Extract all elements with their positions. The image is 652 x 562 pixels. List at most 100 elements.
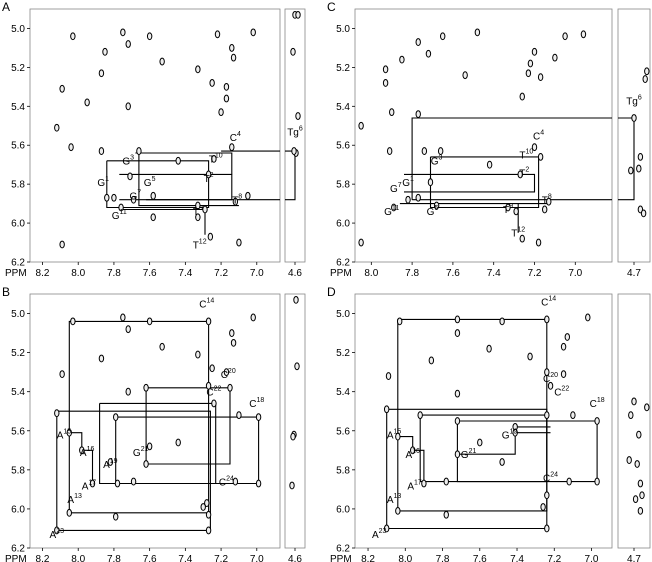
label-base: C [221, 370, 228, 381]
peak-label: T12 [193, 238, 207, 251]
label-sup: 24 [550, 471, 558, 478]
label-base: G [427, 207, 435, 218]
walk-line [106, 160, 210, 209]
label-sup: 16 [87, 446, 95, 453]
label-sup: 18 [257, 397, 265, 404]
x-tick-label: 8.0 [71, 268, 85, 279]
y-tick-label: 6.0 [11, 219, 25, 230]
peak [295, 112, 301, 120]
peak [175, 438, 181, 447]
peak [289, 481, 295, 490]
label-sup: 10 [215, 153, 223, 160]
peak [570, 411, 576, 420]
x-tick-label: 4.7 [627, 268, 641, 279]
y-tick-label: 5.4 [336, 387, 350, 398]
peak [205, 510, 212, 519]
y-tick-label: 5.6 [11, 141, 25, 152]
label-base: G [461, 450, 469, 461]
walk-line [618, 117, 635, 201]
peak-label: C24 [219, 475, 234, 488]
peak [200, 503, 206, 511]
peak [223, 82, 230, 91]
plot-frame [29, 8, 281, 263]
peak [143, 460, 149, 468]
peak [560, 342, 567, 351]
label-sup: 24 [226, 475, 234, 482]
peak [454, 315, 461, 324]
label-sup: 11 [392, 205, 399, 212]
label-sup: 1 [105, 176, 109, 183]
peak [104, 193, 110, 202]
peak [68, 143, 74, 152]
label-base: C [554, 388, 561, 399]
label-sup: 12 [199, 238, 207, 245]
peak-label: C24 [543, 471, 558, 484]
peak [544, 411, 550, 420]
peak-label: T2 [204, 172, 214, 185]
peak [54, 526, 60, 535]
peak [125, 387, 131, 396]
peak [255, 479, 262, 488]
label-base: A [82, 481, 89, 492]
peak [102, 47, 108, 56]
label-base: T [209, 155, 215, 166]
label-base: A [80, 448, 87, 459]
label-base: G [133, 448, 141, 459]
x-tick-label: 7.4 [487, 268, 501, 279]
x-tick-label: 4.6 [288, 554, 302, 562]
x-tick-label: 7.6 [473, 554, 487, 562]
peak [159, 342, 165, 351]
peak [454, 389, 461, 398]
peak-label: C20 [543, 372, 558, 385]
peak [113, 413, 119, 421]
label-sup: 19 [110, 458, 118, 465]
walk-line [404, 173, 536, 193]
peak [130, 477, 137, 486]
x-tick-label: 7.0 [250, 554, 264, 562]
plot-frame [617, 293, 651, 549]
peak [437, 147, 444, 155]
peak [230, 53, 237, 62]
peak [564, 333, 571, 341]
peak [386, 147, 393, 155]
label-sup: 17 [88, 479, 96, 486]
label-base: A [67, 495, 74, 506]
peak [415, 193, 421, 202]
x-axis-label: PPM [330, 268, 352, 279]
x-tick-label: 7.6 [143, 554, 157, 562]
peak-label: G19 [502, 428, 518, 441]
label-sup: 5 [152, 176, 156, 183]
peak [632, 495, 639, 504]
peak [594, 477, 600, 486]
peak [640, 209, 647, 218]
peak-label: C4 [533, 129, 544, 142]
peak [245, 191, 251, 200]
peak [79, 446, 85, 455]
label-base: T [519, 168, 525, 179]
label-base: C [543, 473, 550, 484]
label-sup: 23 [56, 528, 64, 535]
label-base: G [97, 178, 105, 189]
peak [474, 28, 481, 37]
y-tick-label: 6.0 [336, 219, 350, 230]
peak-label: G1 [97, 176, 109, 189]
peak [417, 411, 423, 420]
panel-letter: D [327, 285, 336, 299]
peak [562, 32, 568, 41]
peak-label: G21 [133, 446, 149, 459]
peak [383, 524, 390, 533]
peak [98, 147, 105, 155]
peak [552, 53, 558, 62]
peak [395, 506, 401, 515]
peak [537, 153, 544, 161]
peak [585, 313, 591, 322]
label-sup: 2 [210, 172, 214, 179]
peak-label: C20 [221, 368, 236, 381]
label-base: C [206, 388, 213, 399]
label-sup: 22 [561, 386, 569, 393]
peak [125, 325, 131, 334]
panel-letter: C [327, 0, 336, 14]
peak-label: A23 [372, 528, 387, 541]
label-base: C [543, 374, 550, 385]
